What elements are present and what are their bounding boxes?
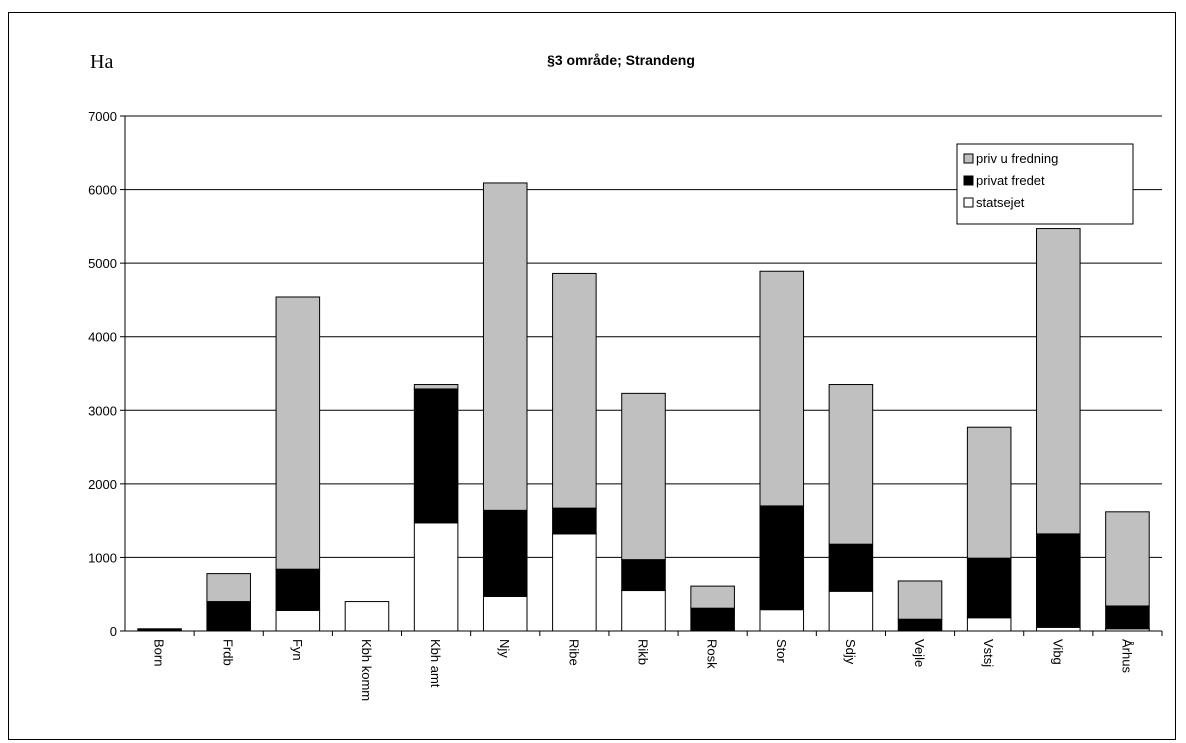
bar-segment-statsejet (828, 590, 874, 632)
bar-segment-priv-u-fredning (966, 426, 1012, 559)
bar-segment-priv-u-fredning (897, 580, 943, 620)
y-tick-label: 7000 (88, 109, 117, 124)
x-tick-label: Fyn (290, 639, 305, 661)
legend-label: privat fredet (976, 173, 1045, 188)
x-tick-label: Sdjy (843, 639, 858, 665)
y-tick-label: 0 (110, 624, 117, 639)
bar-segment-priv-u-fredning (552, 272, 597, 509)
y-tick-label: 2000 (88, 477, 117, 492)
legend-label: statsejet (976, 195, 1025, 210)
bar-segment-statsejet (621, 590, 666, 632)
bar-segment-privat-fredet (552, 507, 597, 535)
bar-segment-statsejet (413, 522, 459, 632)
x-tick-label: Frdb (221, 639, 236, 666)
bar-segment-priv-u-fredning (1105, 511, 1150, 607)
x-tick-label: Kbh amt (428, 639, 443, 688)
legend: priv u fredning privat fredet statsejet (956, 143, 1134, 225)
bar-segment-statsejet (482, 595, 528, 632)
x-tick-label: Born (152, 639, 167, 666)
bar-segment-privat-fredet (1105, 605, 1150, 630)
x-tick-label: Århus (1119, 639, 1134, 673)
bar-segment-statsejet (552, 533, 597, 632)
bar-segment-priv-u-fredning (759, 270, 805, 507)
x-tick-label: Kbh komm (359, 639, 374, 701)
x-tick-label: Rikb (636, 639, 651, 665)
bar-segment-privat-fredet (413, 388, 459, 524)
bar-segment-privat-fredet (897, 618, 943, 632)
bar-segment-statsejet (759, 609, 805, 632)
x-tick-label: Vibg (1050, 639, 1065, 665)
y-tick-label: 5000 (88, 256, 117, 271)
bar-segment-priv-u-fredning (206, 573, 251, 603)
bar-segment-privat-fredet (759, 505, 805, 611)
bar-segment-priv-u-fredning (413, 384, 459, 390)
bars (137, 182, 1150, 632)
bar-segment-statsejet (1036, 626, 1081, 632)
bar-segment-privat-fredet (275, 568, 321, 611)
y-tick-label: 3000 (88, 403, 117, 418)
legend-box (956, 143, 1134, 225)
y-tick-label: 1000 (88, 550, 117, 565)
bar-segment-privat-fredet (621, 559, 666, 592)
bar-segment-statsejet (275, 609, 321, 632)
x-tick-label: Rosk (705, 639, 720, 669)
bar-segment-privat-fredet (690, 607, 735, 632)
bar-segment-privat-fredet (828, 543, 874, 592)
legend-swatch (963, 175, 974, 186)
bar-segment-privat-fredet (966, 557, 1012, 619)
chart-title: §3 område; Strandeng (547, 52, 695, 68)
bar-segment-priv-u-fredning (621, 392, 666, 561)
x-tick-label: Vstsj (981, 639, 996, 667)
bar-segment-privat-fredet (482, 509, 528, 597)
legend-label: priv u fredning (976, 151, 1058, 166)
y-tick-label: 4000 (88, 330, 117, 345)
x-axis: Born Frdb Fyn Kbh komm Kbh amt Njy Ribe Rikb Ros… (125, 630, 1163, 701)
x-tick-label: Ribe (566, 639, 581, 666)
bar-segment-priv-u-fredning (275, 296, 321, 570)
bar-segment-priv-u-fredning (1036, 228, 1081, 535)
x-tick-label: Vejle (912, 639, 927, 667)
y-axis: 0 1000 2000 3000 4000 5000 6000 7000 (88, 109, 126, 639)
x-tick-label: Stor (774, 639, 789, 664)
bar-segment-privat-fredet (206, 601, 251, 632)
x-tick-label: Njy (497, 639, 512, 658)
bar-segment-priv-u-fredning (690, 585, 735, 609)
bar-segment-priv-u-fredning (482, 182, 528, 511)
y-tick-label: 6000 (88, 183, 117, 198)
bar-segment-statsejet (966, 617, 1012, 632)
legend-swatch (963, 153, 974, 164)
bar-segment-priv-u-fredning (828, 384, 874, 545)
legend-swatch (963, 197, 974, 208)
bar-segment-statsejet (344, 601, 390, 632)
unit-label: Ha (90, 51, 113, 73)
bar-segment-privat-fredet (1036, 533, 1081, 628)
